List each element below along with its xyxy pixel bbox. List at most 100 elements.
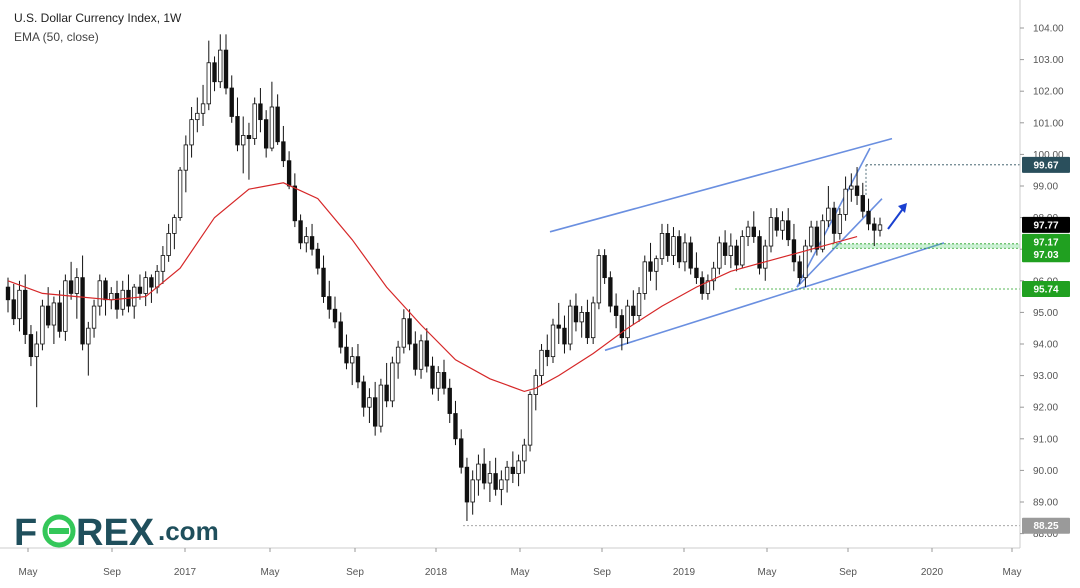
candle [430,356,435,395]
candle [476,454,481,496]
forex-logo: F REX .com [14,512,219,554]
candle [774,208,779,237]
candle [711,261,716,291]
candle [619,309,625,351]
x-tick-label: Sep [346,567,364,578]
candle [51,296,57,344]
candle [550,318,556,363]
candle [281,125,286,168]
candle-body [263,119,269,149]
candle-body [413,343,418,370]
candle-body [757,236,762,269]
candle-body [797,261,802,279]
candle-body [877,224,883,231]
candle-body [539,349,544,377]
candle-body [45,305,51,326]
candle [177,167,183,221]
candle-body [562,327,567,345]
candle-body [734,245,739,266]
candle-body [545,349,550,358]
candle [292,173,298,228]
candle-body [659,232,665,260]
candle [745,220,751,247]
candle [843,176,848,221]
candle [28,325,34,367]
candle-body [596,255,602,304]
candle-body [80,277,85,345]
candle [590,296,596,344]
candle-body [642,261,647,294]
indicator-label: EMA (50, close) [14,30,99,44]
candle-body [229,87,234,117]
candle-body [436,372,441,389]
x-tick-label: May [19,567,38,578]
candle-body [803,245,808,279]
x-tick-label: 2019 [673,567,696,578]
candle-body [636,293,642,316]
candle-body [401,318,407,348]
candle [659,223,665,265]
level-badge-label: 99.67 [1033,160,1058,171]
candle-body [68,280,74,294]
candle-body [671,236,676,256]
candle-body [149,277,154,288]
candle [160,246,166,284]
candle [504,460,510,493]
candle-body [183,144,189,171]
candle [786,208,791,247]
candle [487,460,493,502]
level-badge-bg [1022,156,1070,173]
candle-body [837,214,843,234]
candle-body [361,381,366,408]
arrow-layer [887,203,907,230]
candle [545,334,550,367]
candle-body [407,318,412,345]
candle [218,34,223,89]
candle-body [763,245,768,269]
candle-body [631,305,636,316]
candle [195,97,200,133]
candle [212,56,217,92]
candle-body [590,302,596,339]
candle-body [321,267,326,298]
candle [338,312,343,354]
candle-body [677,236,682,263]
candle [768,208,774,253]
candle-body [275,106,280,143]
y-tick-label: 91.00 [1033,434,1058,445]
candle-body [849,185,854,190]
candle-body [516,460,521,474]
level-badge-bg [1022,216,1070,233]
candle-body [556,324,561,329]
candle [137,274,143,300]
candle-body [522,444,527,462]
candle [579,306,584,338]
candle [143,271,148,307]
candle-body [418,340,424,370]
candle-body [447,387,452,414]
candle [166,223,171,262]
ema-50-line [7,182,858,393]
candle [849,173,854,202]
candle [648,242,653,281]
y-tick-label: 93.00 [1033,371,1058,382]
candle [298,214,303,250]
candle [780,211,785,240]
candle [522,438,527,474]
candle [103,277,108,316]
candle-body [441,372,447,389]
candle-body [648,261,653,272]
candle [154,265,160,294]
candle [625,299,630,344]
candle-body [166,232,171,256]
candle-body [154,270,160,288]
candle-body [814,226,820,250]
candle-body [843,188,848,215]
candle [269,81,275,152]
candle [263,110,269,158]
candle [831,201,837,243]
y-tick-label: 95.00 [1033,308,1058,319]
candle [481,448,487,490]
candle-body [74,277,80,294]
candle [877,217,883,237]
